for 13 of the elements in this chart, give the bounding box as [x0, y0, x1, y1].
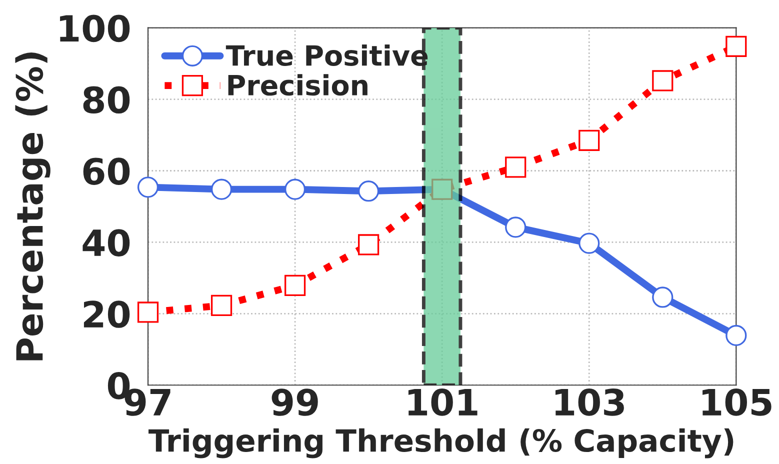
y-tick-label: 60 — [83, 158, 130, 185]
y-tick-label: 100 — [60, 14, 130, 42]
legend-label: True Positive — [226, 44, 428, 66]
x-tick-label: 101 — [408, 388, 478, 416]
x-tick-label: 105 — [702, 388, 772, 416]
y-tick-label: 80 — [83, 86, 130, 114]
x-tick-label: 103 — [556, 388, 624, 416]
y-tick-label: 20 — [84, 300, 130, 328]
x-axis-title: Triggering Threshold (% Capacity) — [148, 428, 734, 458]
y-axis-title: Percentage (%) — [15, 52, 50, 360]
y-tick-label: 40 — [82, 229, 130, 256]
x-tick-label: 99 — [272, 388, 318, 416]
legend-label: Precision — [228, 74, 368, 96]
